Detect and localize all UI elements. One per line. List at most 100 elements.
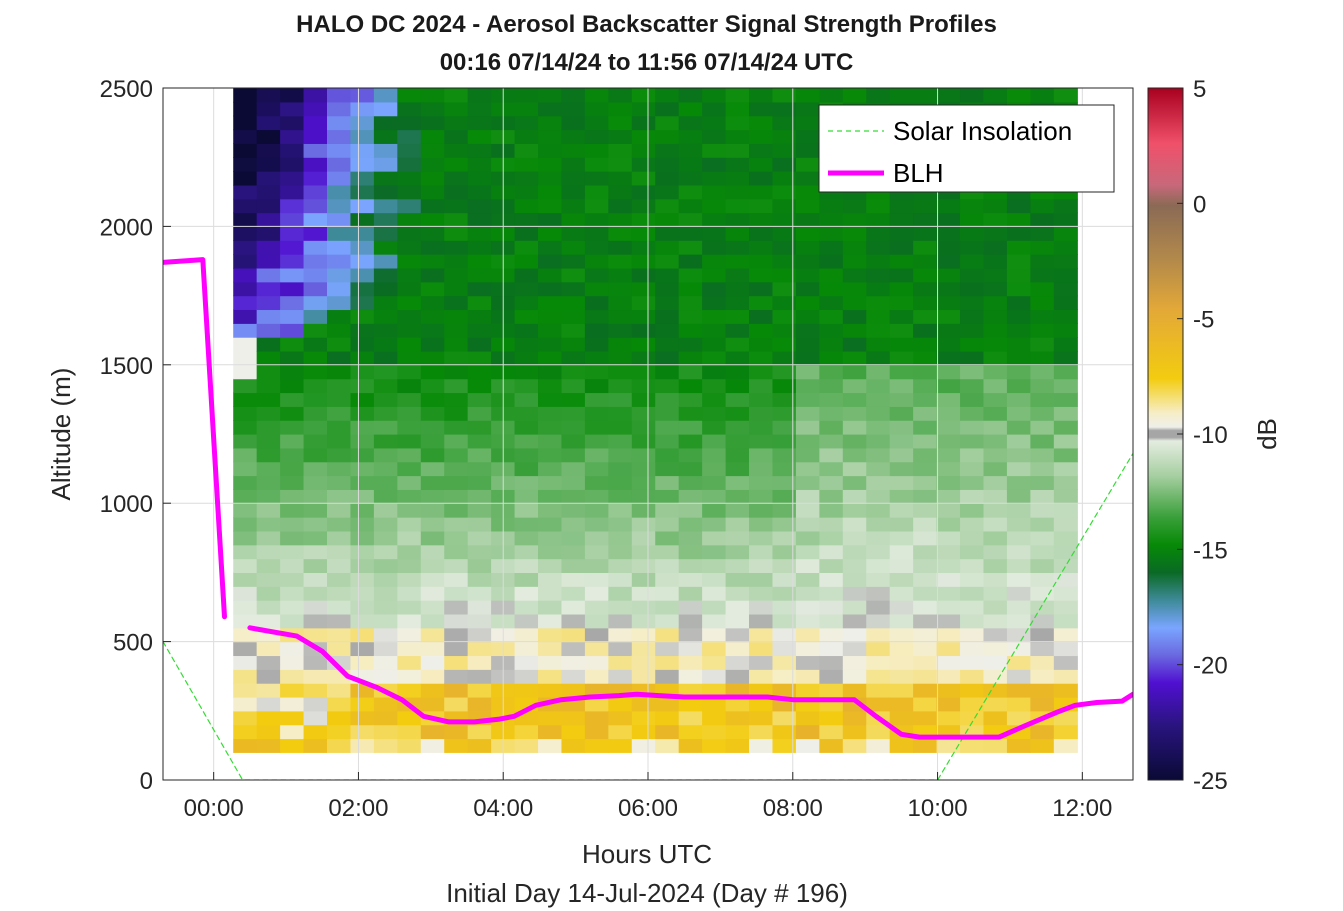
heatmap-cell <box>678 641 703 657</box>
heatmap-cell <box>256 295 281 311</box>
heatmap-cell <box>889 364 914 380</box>
heatmap-cell <box>350 323 375 338</box>
heatmap-cell <box>538 184 563 200</box>
heatmap-cell <box>1006 309 1031 324</box>
heatmap-cell <box>373 517 398 532</box>
heatmap-cell <box>913 613 938 629</box>
heatmap-cell <box>772 101 797 117</box>
heatmap-cell <box>795 143 820 158</box>
heatmap-cell <box>1053 226 1078 241</box>
heatmap-cell <box>631 240 656 255</box>
heatmap-cell <box>1053 669 1078 684</box>
heatmap-cell <box>983 710 1008 726</box>
heatmap-cell <box>608 586 633 601</box>
heatmap-cell <box>842 309 867 324</box>
heatmap-cell <box>1006 198 1031 214</box>
heatmap-cell <box>444 613 469 629</box>
heatmap-cell <box>960 738 985 753</box>
heatmap-cell <box>1006 586 1031 601</box>
legend-box <box>818 104 1115 193</box>
heatmap-cell <box>631 184 656 200</box>
heatmap-cell <box>749 281 774 297</box>
heatmap-cell <box>538 641 563 657</box>
heatmap-cell <box>420 198 445 214</box>
heatmap-cell <box>702 489 727 504</box>
heatmap-cell <box>842 738 867 753</box>
heatmap-cell <box>467 267 492 283</box>
heatmap-cell <box>233 420 258 435</box>
heatmap-cell <box>561 350 586 366</box>
heatmap-cell <box>1030 641 1055 657</box>
heatmap-cell <box>795 281 820 297</box>
heatmap-cell <box>420 655 445 670</box>
heatmap-cell <box>444 240 469 255</box>
heatmap-cell <box>327 600 352 615</box>
heatmap-cell <box>983 254 1008 269</box>
heatmap-cell <box>303 489 328 504</box>
heatmap-cell <box>749 350 774 366</box>
heatmap-cell <box>561 337 586 352</box>
heatmap-cell <box>467 503 492 518</box>
heatmap-cell <box>538 475 563 490</box>
heatmap-cell <box>303 710 328 726</box>
heatmap-cell <box>327 724 352 740</box>
heatmap-cell <box>420 171 445 186</box>
heatmap-cell <box>842 600 867 615</box>
heatmap-cell <box>819 489 844 504</box>
heatmap-cell <box>514 461 539 477</box>
heatmap-cell <box>678 88 703 103</box>
heatmap-cell <box>373 641 398 657</box>
heatmap-cell <box>584 641 609 657</box>
heatmap-cell <box>842 710 867 726</box>
heatmap-cell <box>420 586 445 601</box>
heatmap-cell <box>1030 364 1055 380</box>
heatmap-cell <box>749 184 774 200</box>
heatmap-cell <box>538 254 563 269</box>
heatmap-cell <box>397 489 422 504</box>
heatmap-cell <box>889 710 914 726</box>
y-tick-label: 2500 <box>100 76 153 103</box>
heatmap-cell <box>256 129 281 144</box>
heatmap-cell <box>561 724 586 740</box>
heatmap-cell <box>819 613 844 629</box>
heatmap-cell <box>608 115 633 131</box>
heatmap-cell <box>983 406 1008 421</box>
heatmap-cell <box>467 544 492 560</box>
heatmap-cell <box>420 184 445 200</box>
heatmap-cell <box>913 337 938 352</box>
heatmap-cell <box>702 710 727 726</box>
heatmap-cell <box>303 517 328 532</box>
heatmap-cell <box>327 184 352 200</box>
heatmap-cell <box>584 226 609 241</box>
heatmap-cell <box>256 364 281 380</box>
heatmap-cell <box>514 544 539 560</box>
heatmap-cell <box>819 364 844 380</box>
heatmap-cell <box>936 364 961 380</box>
heatmap-cell <box>725 323 750 338</box>
heatmap-cell <box>725 558 750 573</box>
heatmap-cell <box>795 171 820 186</box>
heatmap-cell <box>514 337 539 352</box>
heatmap-cell <box>397 447 422 463</box>
heatmap-cell <box>514 627 539 643</box>
heatmap-cell <box>678 503 703 518</box>
heatmap-cell <box>983 378 1008 394</box>
heatmap-cell <box>303 350 328 366</box>
heatmap-cell <box>256 669 281 684</box>
heatmap-cell <box>327 683 352 698</box>
heatmap-cell <box>373 392 398 407</box>
heatmap-cell <box>373 613 398 629</box>
heatmap-cell <box>983 613 1008 629</box>
heatmap-cell <box>467 461 492 477</box>
heatmap-cell <box>420 724 445 740</box>
heatmap-cell <box>397 544 422 560</box>
heatmap-cell <box>233 627 258 643</box>
heatmap-cell <box>327 406 352 421</box>
heatmap-cell <box>444 461 469 477</box>
heatmap-cell <box>655 461 680 477</box>
heatmap-cell <box>889 323 914 338</box>
heatmap-cell <box>678 696 703 712</box>
heatmap-cell <box>444 101 469 117</box>
heatmap-cell <box>444 323 469 338</box>
heatmap-cell <box>725 544 750 560</box>
